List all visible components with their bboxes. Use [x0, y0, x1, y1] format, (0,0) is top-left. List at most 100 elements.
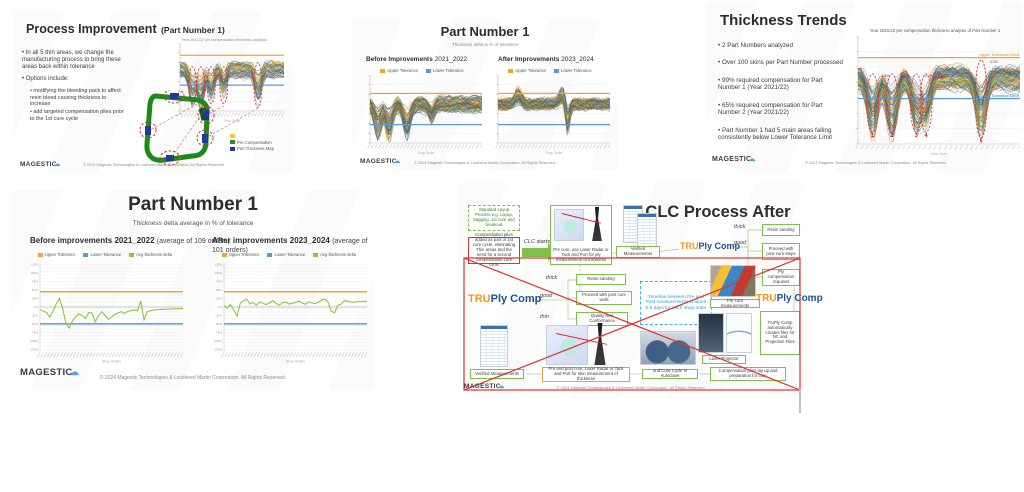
- cad-scan-image: [546, 325, 588, 365]
- slide-thickness-trends[interactable]: Thickness Trends • 2 Part Numbers analyz…: [706, 2, 1022, 172]
- svg-text:-125%: -125%: [29, 347, 38, 351]
- bullet-item: • Options include:: [22, 76, 69, 83]
- before-avg-chart: 125% 100% 75% 50% 25% 0% -25% -50% -75% -100% -125…: [29, 263, 184, 364]
- svg-text:-75%: -75%: [215, 330, 222, 334]
- legend-item: Lower Tolerance: [267, 252, 305, 257]
- truply-comp-logo: TRUPly Comp: [756, 293, 823, 304]
- svg-text:-125%: -125%: [213, 347, 222, 351]
- legend-item: Upper Tolerance: [37, 252, 75, 257]
- legend-swatch: [230, 140, 235, 144]
- proceed-box: Proceed with post cure steps: [762, 243, 800, 260]
- cloud-icon: ☁: [393, 158, 401, 165]
- after-header: After Improvements 2023_2024: [498, 56, 594, 63]
- cloud-icon: ☁: [53, 161, 61, 168]
- after-legend: Upper Tolerance Lower Tolerance: [490, 68, 610, 73]
- legend-item: Lower Tolerance: [554, 68, 592, 73]
- legend-swatch: [554, 68, 559, 73]
- svg-text:-50%: -50%: [31, 322, 38, 326]
- legend-label: Upper Tolerance: [228, 252, 260, 257]
- svg-text:5: 5: [980, 139, 983, 145]
- projection-sketch-image: [726, 313, 752, 353]
- before-legend: Upper Tolerance Lower Tolerance: [362, 68, 482, 73]
- svg-text:0%: 0%: [34, 305, 39, 309]
- svg-text:50%: 50%: [216, 288, 222, 292]
- svg-text:-100%: -100%: [29, 339, 38, 343]
- slide-part-number-1-spaghetti[interactable]: Part Number 1 Thickness delta in % of to…: [352, 20, 618, 170]
- slide-title: Process Improvement (Part Number 1): [26, 22, 225, 36]
- legend-swatch: [380, 68, 386, 73]
- laser-probe-image: [592, 207, 602, 241]
- good-label: good: [540, 293, 553, 299]
- svg-text:4: 4: [925, 133, 928, 139]
- measurement-table-image: [480, 325, 508, 367]
- legend-swatch: [230, 146, 235, 151]
- bullet-item: • 2 Part Numbers analyzed: [718, 42, 794, 49]
- legend-label: Lower Tolerance: [561, 68, 592, 73]
- legend-item: Avg thickness delta: [313, 252, 356, 257]
- slide-subtitle: Thickness delta in % of tolerance: [451, 42, 519, 47]
- bullet-item: • add targeted compensation plies prior …: [30, 109, 124, 122]
- slide-process-improvement[interactable]: Process Improvement (Part Number 1) Year…: [14, 12, 292, 172]
- svg-text:125%: 125%: [30, 263, 38, 267]
- legend-label: Lower Tolerance: [433, 68, 464, 73]
- cloud-icon: ☁: [69, 367, 80, 378]
- legend-swatch: [426, 68, 431, 73]
- legend-label: Upper Tolerance: [515, 68, 546, 73]
- part-legend: Pre Compensation Part Thickness Map: [230, 134, 274, 153]
- autoclave-photo: [640, 331, 696, 365]
- svg-text:Lower Tolerance Limit: Lower Tolerance Limit: [979, 94, 1020, 98]
- legend-swatch: [129, 252, 135, 257]
- thickness-trends-chart: Upper Tolerance Limit Lower Tolerance Lim…: [855, 36, 1020, 156]
- after-chart: Shop Order: [495, 75, 610, 155]
- proceed-box-old: Proceed with post cure work: [576, 291, 632, 305]
- slide-clc-process-after[interactable]: CLC Process After Standard Layup Process…: [458, 183, 823, 398]
- legend-swatch: [230, 134, 235, 138]
- svg-text:Upper Tolerance Limit: Upper Tolerance Limit: [979, 53, 1020, 57]
- slide-title: CLC Process After: [645, 203, 791, 221]
- svg-text:Shop Orders: Shop Orders: [102, 360, 122, 364]
- thick-label: thick: [546, 275, 558, 281]
- copyright: © 2024 Magestic Technologies & Lockheed …: [83, 163, 225, 167]
- svg-text:25%: 25%: [32, 297, 38, 301]
- after-avg-chart: 125% 100% 75% 50% 25% 0% -25% -50% -75% -100% -125…: [213, 263, 368, 364]
- verified-measurements-box-old: Verified Measurements: [470, 369, 524, 379]
- thin-area-markers: [145, 93, 209, 161]
- svg-text:Shop Order: Shop Order: [931, 152, 948, 156]
- svg-text:75%: 75%: [216, 280, 222, 284]
- svg-text:25%: 25%: [216, 297, 222, 301]
- svg-text:-9.8%: -9.8%: [881, 74, 889, 78]
- svg-text:100%: 100%: [30, 271, 38, 275]
- legend-label: Lower Tolerance: [274, 252, 306, 257]
- auto-create-box: TruPly Comp automatically creates files …: [760, 311, 800, 355]
- chart-caption: Year 2021/22 pre compensation thickness …: [181, 38, 267, 42]
- good-label: good: [734, 240, 747, 246]
- slide-title: Part Number 1: [440, 24, 530, 39]
- legend-item: Lower Tolerance: [426, 68, 464, 73]
- bullet-list: • In all 5 thin areas, we change the man…: [22, 50, 128, 124]
- cloud-icon: ☁: [748, 156, 756, 163]
- legend-item: Part Thickness Map: [230, 146, 274, 151]
- vertical-scrollbar-thumb[interactable]: [799, 389, 801, 413]
- svg-text:-100%: -100%: [213, 339, 222, 343]
- after-header: After improvements 2023_2024 (average of…: [212, 236, 368, 254]
- clc-arrow: [522, 248, 548, 257]
- svg-text:-2.0%: -2.0%: [934, 74, 942, 78]
- truply-comp-logo: TRUPly Comp: [468, 293, 542, 305]
- before-chart: Shop Order: [367, 75, 482, 155]
- legend-label: Avg thickness delta: [136, 252, 173, 257]
- legend-swatch: [37, 252, 43, 257]
- legend-swatch: [508, 68, 514, 73]
- laser-projector-photo: [698, 313, 724, 353]
- legend-label: Avg thickness delta: [320, 252, 357, 257]
- svg-text:Shop Order: Shop Order: [418, 151, 435, 155]
- precure-measurements-label: Pre cure measurements: [710, 298, 760, 308]
- svg-text:-75%: -75%: [31, 330, 38, 334]
- legend-item: Upper Tolerance: [221, 252, 260, 257]
- svg-text:-8.5%: -8.5%: [900, 74, 908, 78]
- laser-projector-label: Laser Projector: [702, 355, 746, 364]
- svg-text:Shop Orders: Shop Orders: [286, 360, 306, 364]
- svg-text:100%: 100%: [214, 271, 222, 275]
- slide-part-number-1-averages[interactable]: Part Number 1 Thickness delta average in…: [12, 190, 374, 390]
- legend-label: Part Thickness Map: [237, 146, 274, 151]
- svg-text:-50%: -50%: [215, 322, 222, 326]
